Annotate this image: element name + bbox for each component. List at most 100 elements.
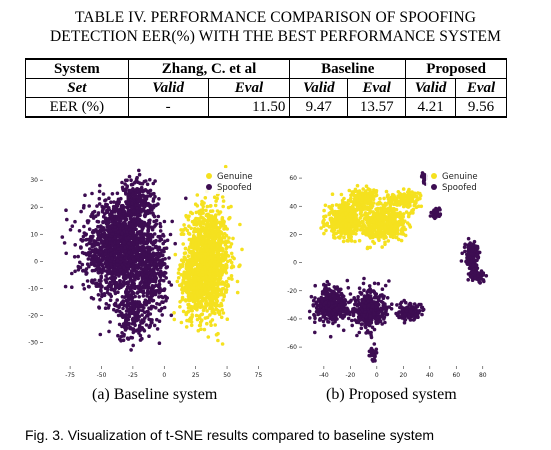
scatter-point (231, 264, 235, 268)
scatter-point (196, 227, 200, 231)
scatter-point (149, 296, 153, 300)
header-cell-proposed: Proposed (406, 59, 507, 79)
scatter-point (189, 263, 193, 267)
scatter-point (97, 305, 101, 309)
legend: GenuineSpoofed (201, 168, 263, 194)
scatter-point (378, 232, 382, 236)
scatter-point (378, 227, 382, 231)
scatter-point (142, 291, 146, 295)
scatter-point (177, 268, 181, 272)
scatter-point (120, 303, 124, 307)
scatter-point (207, 283, 211, 287)
scatter-point (176, 280, 180, 284)
scatter-point (152, 220, 156, 224)
scatter-point (98, 298, 102, 302)
scatter-point (221, 219, 225, 223)
scatter-point (195, 259, 199, 263)
scatter-point (208, 273, 212, 277)
scatter-point (373, 241, 377, 245)
tsne-plot-baseline: -75 -50 -25 0 25 50 753020100-10-20-30GenuineS… (25, 152, 275, 384)
scatter-point (130, 183, 134, 187)
scatter-point (153, 262, 157, 266)
scatter-point (135, 195, 139, 199)
scatter-point (130, 298, 134, 302)
scatter-point (127, 280, 131, 284)
scatter-point (330, 229, 334, 233)
scatter-point (130, 279, 134, 283)
scatter-point (335, 210, 339, 214)
scatter-point (367, 231, 371, 235)
scatter-point (204, 209, 208, 213)
scatter-point (163, 247, 167, 251)
scatter-point (159, 229, 163, 233)
scatter-point (100, 263, 104, 267)
x-tick-label: 25 (192, 372, 200, 379)
scatter-point (205, 309, 209, 313)
scatter-point (399, 229, 403, 233)
y-tick-label: -20 (28, 312, 38, 319)
scatter-point (167, 256, 171, 260)
tsne-plot-proposed: -40 -20 0 20 40 60 806040200-20-40-60GenuineSp… (284, 152, 504, 384)
scatter-point (395, 208, 399, 212)
scatter-point (114, 228, 118, 232)
table-header-row: System Zhang, C. et al Baseline Proposed (26, 59, 507, 79)
scatter-point (221, 232, 225, 236)
scatter-point (203, 234, 207, 238)
scatter-point (226, 317, 230, 321)
scatter-point (181, 242, 185, 246)
scatter-point (370, 196, 374, 200)
scatter-point (125, 275, 129, 279)
legend-marker (206, 184, 212, 190)
scatter-point (221, 342, 225, 346)
header-cell-system: System (26, 59, 129, 79)
scatter-point (70, 285, 74, 289)
scatter-point (120, 331, 124, 335)
scatter-point (121, 315, 125, 319)
scatter-point (387, 239, 391, 243)
scatter-point (366, 246, 370, 250)
scatter-point (112, 308, 116, 312)
scatter-point (224, 284, 228, 288)
scatter-point (139, 224, 143, 228)
scatter-point (221, 216, 225, 220)
scatter-point (147, 306, 151, 310)
scatter-point (99, 288, 103, 292)
scatter-point (97, 235, 101, 239)
header-cell-zhang: Zhang, C. et al (128, 59, 290, 79)
scatter-point (153, 240, 157, 244)
scatter-point (216, 304, 220, 308)
x-tick-label: 50 (223, 372, 231, 379)
scatter-point (107, 208, 111, 212)
scatter-point (353, 240, 357, 244)
scatter-point (208, 307, 212, 311)
scatter-point (139, 286, 143, 290)
scatter-point (198, 212, 202, 216)
scatter-point (356, 184, 360, 188)
scatter-point (189, 211, 193, 215)
scatter-point (382, 237, 386, 241)
legend-label: Genuine (217, 172, 253, 182)
scatter-point (184, 281, 188, 285)
scatter-point (201, 211, 205, 215)
scatter-point (150, 321, 154, 325)
scatter-point (185, 215, 189, 219)
scatter-point (222, 259, 226, 263)
scatter-point (202, 309, 206, 313)
scatter-point (73, 243, 77, 247)
scatter-point (120, 207, 124, 211)
scatter-point (236, 291, 240, 295)
x-tick-label: 75 (255, 372, 263, 379)
scatter-point (227, 236, 231, 240)
scatter-point (93, 278, 97, 282)
scatter-point (155, 256, 159, 260)
scatter-point (197, 276, 201, 280)
scatter-point (227, 217, 231, 221)
scatter-point (137, 295, 141, 299)
scatter-point (347, 224, 351, 228)
scatter-point (112, 288, 116, 292)
scatter-point (188, 299, 192, 303)
scatter-point (209, 323, 213, 327)
scatter-point (188, 271, 192, 275)
scatter-point (139, 338, 143, 342)
scatter-point (159, 265, 163, 269)
